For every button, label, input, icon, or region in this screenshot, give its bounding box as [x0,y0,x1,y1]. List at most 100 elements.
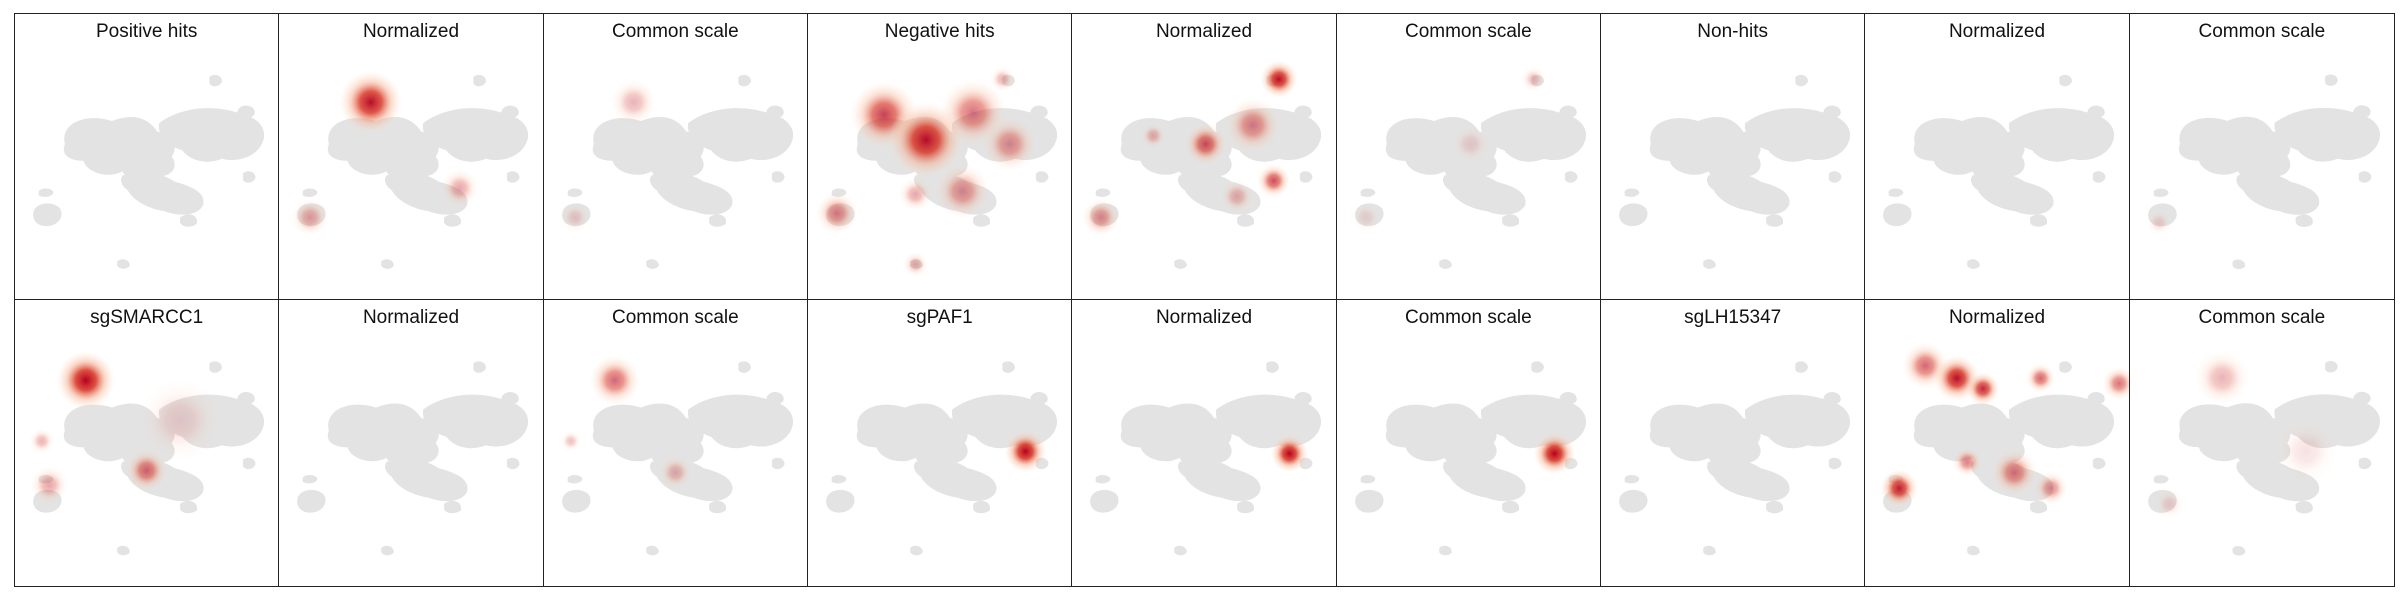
cell-cluster [2232,546,2245,556]
cell-cluster [856,403,968,469]
umap-plot [826,361,1058,556]
panel-title: Normalized [1948,307,2046,328]
panel-title: Common scale [611,21,739,42]
cell-cluster [2030,214,2048,227]
density-hotspot [1225,98,1281,153]
density-hotspot [560,430,581,452]
cell-cluster [1559,392,1577,404]
umap-panel: Common scale [2129,300,2394,586]
cell-cluster [766,392,784,404]
panel-title: Positive hits [95,21,198,42]
cell-embedding [1082,60,1322,269]
cell-cluster [1174,545,1188,556]
cell-cluster [1266,361,1280,373]
cell-cluster [1795,74,1808,87]
cell-cluster [2093,171,2106,183]
cell-embedding [1619,74,1851,269]
panel-title: sgPAF1 [906,307,973,328]
umap-plot [560,355,793,556]
cell-cluster [1237,214,1255,227]
umap-panel: Normalized [1865,14,2130,300]
umap-plot [291,70,529,269]
umap-panel: sgSMARCC1 [15,300,280,586]
cell-cluster [507,457,520,470]
cell-embedding [1883,74,2115,269]
cell-cluster [2087,105,2106,118]
umap-panel: Common scale [543,14,808,300]
density-hotspot [1004,430,1047,473]
cell-cluster [771,171,785,183]
density-hotspot [989,66,1015,92]
cell-cluster [1442,171,1526,215]
density-hotspot [1257,163,1291,198]
cell-cluster [708,214,726,227]
cell-cluster [649,171,733,215]
density-hotspot [1260,60,1299,99]
umap-panel: Normalized [279,14,544,300]
cell-cluster [158,108,265,162]
panel-title: Normalized [1155,21,1253,42]
cell-cluster [121,171,204,215]
density-hotspot [1520,66,1546,92]
cell-cluster [1030,392,1048,404]
cell-cluster [38,188,54,197]
cell-cluster [973,500,991,514]
cell-cluster [1096,475,1111,484]
cell-cluster [1914,117,2026,182]
panel-title: Common scale [2198,307,2326,328]
cell-cluster [2009,394,2115,449]
cell-cluster [1178,458,1261,502]
density-hotspot [1533,432,1576,475]
cell-cluster [1971,171,2054,215]
cell-cluster [1501,500,1519,514]
cell-cluster [561,489,591,513]
cell-cluster [831,475,847,484]
cell-cluster [303,188,318,197]
cell-cluster [738,74,751,87]
cell-cluster [1480,108,1586,162]
cell-cluster [2059,361,2073,373]
cell-cluster [2295,214,2313,227]
cell-cluster [2093,457,2106,470]
cell-cluster [1823,105,1841,118]
density-hotspot [339,70,403,134]
cell-embedding [291,70,529,269]
umap-panel: Normalized [1072,300,1337,586]
panel-title: Normalized [1155,307,1253,328]
cell-cluster [180,214,198,227]
cell-cluster [385,171,468,215]
cell-cluster [1354,489,1384,513]
density-hotspot [2034,471,2069,505]
density-hotspot [291,198,330,237]
umap-panel: Non-hits [1601,14,1866,300]
cell-embedding [2147,350,2380,556]
cell-embedding [2146,74,2380,270]
cell-cluster [180,500,198,514]
cell-cluster [2236,171,2319,215]
cell-cluster [2236,458,2319,502]
umap-plot [1619,361,1851,556]
cell-cluster [1703,259,1716,269]
umap-plot [1082,60,1322,269]
cell-cluster [567,188,583,197]
density-hotspot [30,466,69,504]
umap-plot [560,74,793,269]
cell-cluster [2009,108,2115,162]
cell-cluster [1649,403,1761,469]
cell-cluster [1216,394,1322,449]
cell-cluster [33,203,62,227]
umap-plot [1880,344,2129,556]
cell-cluster [507,171,520,183]
cell-embedding [826,361,1058,556]
cell-cluster [1294,105,1313,118]
density-hotspot [56,350,116,410]
cell-cluster [1237,500,1255,514]
cell-cluster [501,392,520,404]
cell-cluster [687,108,793,162]
density-hotspot [2026,363,2056,393]
cell-cluster [973,214,991,227]
cell-cluster [1002,361,1015,373]
umap-panel: Common scale [543,300,808,586]
cell-embedding [1619,361,1851,556]
cell-cluster [473,361,487,373]
